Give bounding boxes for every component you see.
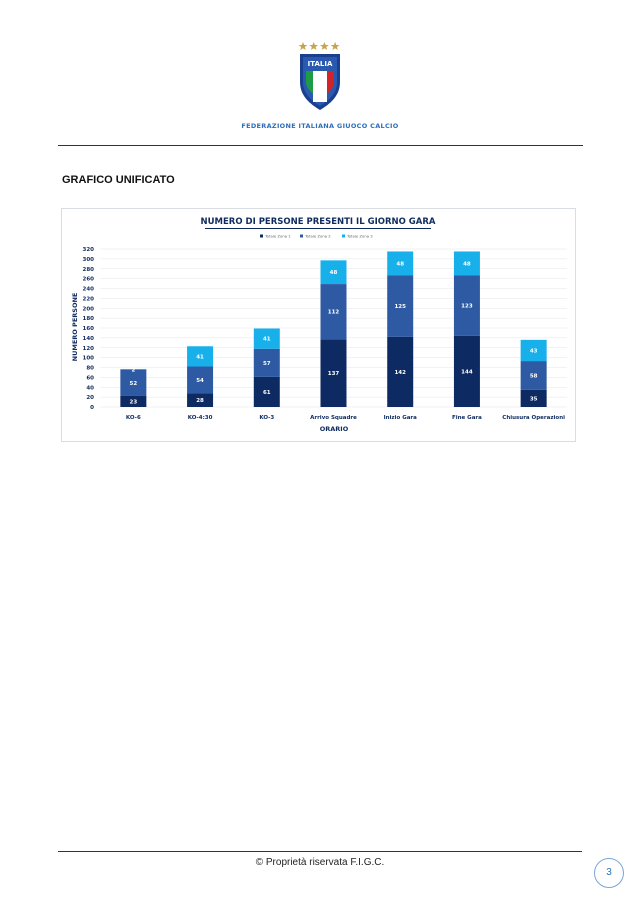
y-tick-label: 200: [83, 306, 95, 312]
bar-data-label: 112: [328, 310, 340, 316]
header-divider: [58, 145, 583, 146]
x-tick-label: Inizio Gara: [384, 415, 418, 421]
bar-segment: [187, 346, 214, 367]
y-tick-label: 320: [83, 247, 95, 253]
page-number: 3: [594, 858, 624, 888]
y-axis-ticks: 0 20 40 60 80 100 120 140 160 180 200 220 240 260 280 3…: [83, 247, 95, 411]
bar-segment: [253, 376, 280, 407]
x-tick-label: KO-4:30: [188, 415, 213, 421]
chart-bars: 23 52 2 28 54 41 61 57 41 137 112 48 142 125 48 144 123 4…: [120, 251, 547, 407]
star-icon: [298, 42, 308, 50]
x-tick-label: KO-3: [259, 415, 274, 421]
y-axis-label: NUMERO PERSONE: [71, 293, 79, 362]
bar-segment: [320, 260, 347, 285]
legend-label: Totale Zona 1: [264, 234, 291, 239]
bar-data-label: 23: [130, 399, 138, 405]
x-tick-label: Chiusura Operazioni: [502, 415, 565, 421]
bar-data-label: 125: [394, 304, 406, 310]
y-tick-label: 160: [83, 326, 95, 332]
bar-segment: [453, 275, 480, 336]
federation-name: FEDERAZIONE ITALIANA GIUOCO CALCIO: [241, 122, 399, 130]
bar-data-label: 48: [396, 261, 404, 267]
section-title: GRAFICO UNIFICATO: [62, 174, 175, 186]
stacked-bar-chart: NUMERO DI PERSONE PRESENTI IL GIORNO GAR…: [71, 217, 567, 433]
bar-data-label: 52: [130, 381, 138, 387]
bar-segment: [387, 336, 414, 407]
bar-segment: [453, 335, 480, 407]
bar-data-label: 123: [461, 304, 473, 310]
x-axis-ticks: KO-6 KO-4:30 KO-3 Arrivo Squadre Inizio Gara…: [126, 415, 565, 421]
bar-segment: [120, 369, 147, 396]
bar-data-label: 43: [530, 348, 538, 354]
bar-data-label: 58: [530, 373, 538, 379]
bar-data-label: 48: [330, 270, 338, 276]
bar-segment: [387, 275, 414, 337]
bar-data-label: 41: [263, 337, 271, 343]
y-tick-label: 260: [83, 277, 95, 283]
y-tick-label: 140: [83, 336, 95, 342]
chart-title: NUMERO DI PERSONE PRESENTI IL GIORNO GAR…: [201, 217, 436, 227]
logo-text: ITALIA: [308, 60, 333, 68]
y-tick-label: 300: [83, 257, 95, 263]
footer-divider: [58, 851, 582, 852]
y-tick-label: 60: [86, 375, 94, 381]
legend-label: Totale Zona 2: [304, 234, 331, 239]
bar-data-label: 54: [196, 378, 204, 384]
x-tick-label: Arrivo Squadre: [310, 415, 357, 421]
bar-segment: [187, 393, 214, 407]
bar-data-label: 48: [463, 261, 471, 267]
legend-swatch: [260, 234, 263, 238]
y-tick-label: 0: [90, 405, 94, 411]
bar-data-label: 57: [263, 361, 271, 367]
bar-segment: [253, 328, 280, 349]
star-icon: [330, 42, 340, 50]
x-tick-label: Fine Gara: [452, 415, 482, 421]
y-tick-label: 40: [86, 385, 94, 391]
star-icon: [309, 42, 319, 50]
x-tick-label: KO-6: [126, 415, 141, 421]
chart-legend: Totale Zona 1 Totale Zona 2 Totale Zona 3: [260, 234, 373, 239]
y-tick-label: 240: [83, 287, 95, 293]
bar-data-label: 137: [328, 371, 340, 377]
bar-segment: [320, 284, 347, 340]
y-tick-label: 220: [83, 296, 95, 302]
bar-data-label: 142: [394, 370, 406, 376]
bar-segment: [453, 251, 480, 276]
star-icon: [320, 42, 329, 50]
bar-data-label: 28: [196, 398, 204, 404]
bar-segment: [320, 339, 347, 407]
y-tick-label: 100: [83, 356, 95, 362]
legend-swatch: [300, 234, 303, 238]
legend-label: Totale Zona 3: [346, 234, 373, 239]
y-tick-label: 120: [83, 346, 95, 352]
bar-segment: [253, 348, 280, 377]
y-tick-label: 80: [86, 366, 94, 372]
copyright-text: © Proprietà riservata F.I.G.C.: [255, 857, 385, 868]
y-tick-label: 280: [83, 267, 95, 273]
legend-swatch: [342, 234, 345, 238]
x-axis-label: ORARIO: [320, 425, 349, 433]
chart-container: NUMERO DI PERSONE PRESENTI IL GIORNO GAR…: [61, 208, 576, 442]
bar-segment: [520, 389, 547, 407]
bar-data-label: 35: [530, 396, 538, 402]
bar-data-label: 41: [196, 354, 204, 360]
bar-data-label: 144: [461, 369, 473, 375]
figc-logo: ITALIA: [298, 42, 340, 110]
bar-segment: [520, 339, 547, 362]
bar-segment: [187, 366, 214, 394]
bar-data-label: 61: [263, 390, 271, 396]
title-underline: [205, 228, 431, 229]
bar-segment: [120, 368, 147, 370]
bar-segment: [120, 395, 147, 407]
y-tick-label: 180: [83, 316, 95, 322]
bar-segment: [520, 361, 547, 390]
bar-data-label: 2: [131, 367, 135, 373]
bar-segment: [387, 251, 414, 276]
y-tick-label: 20: [86, 395, 94, 401]
